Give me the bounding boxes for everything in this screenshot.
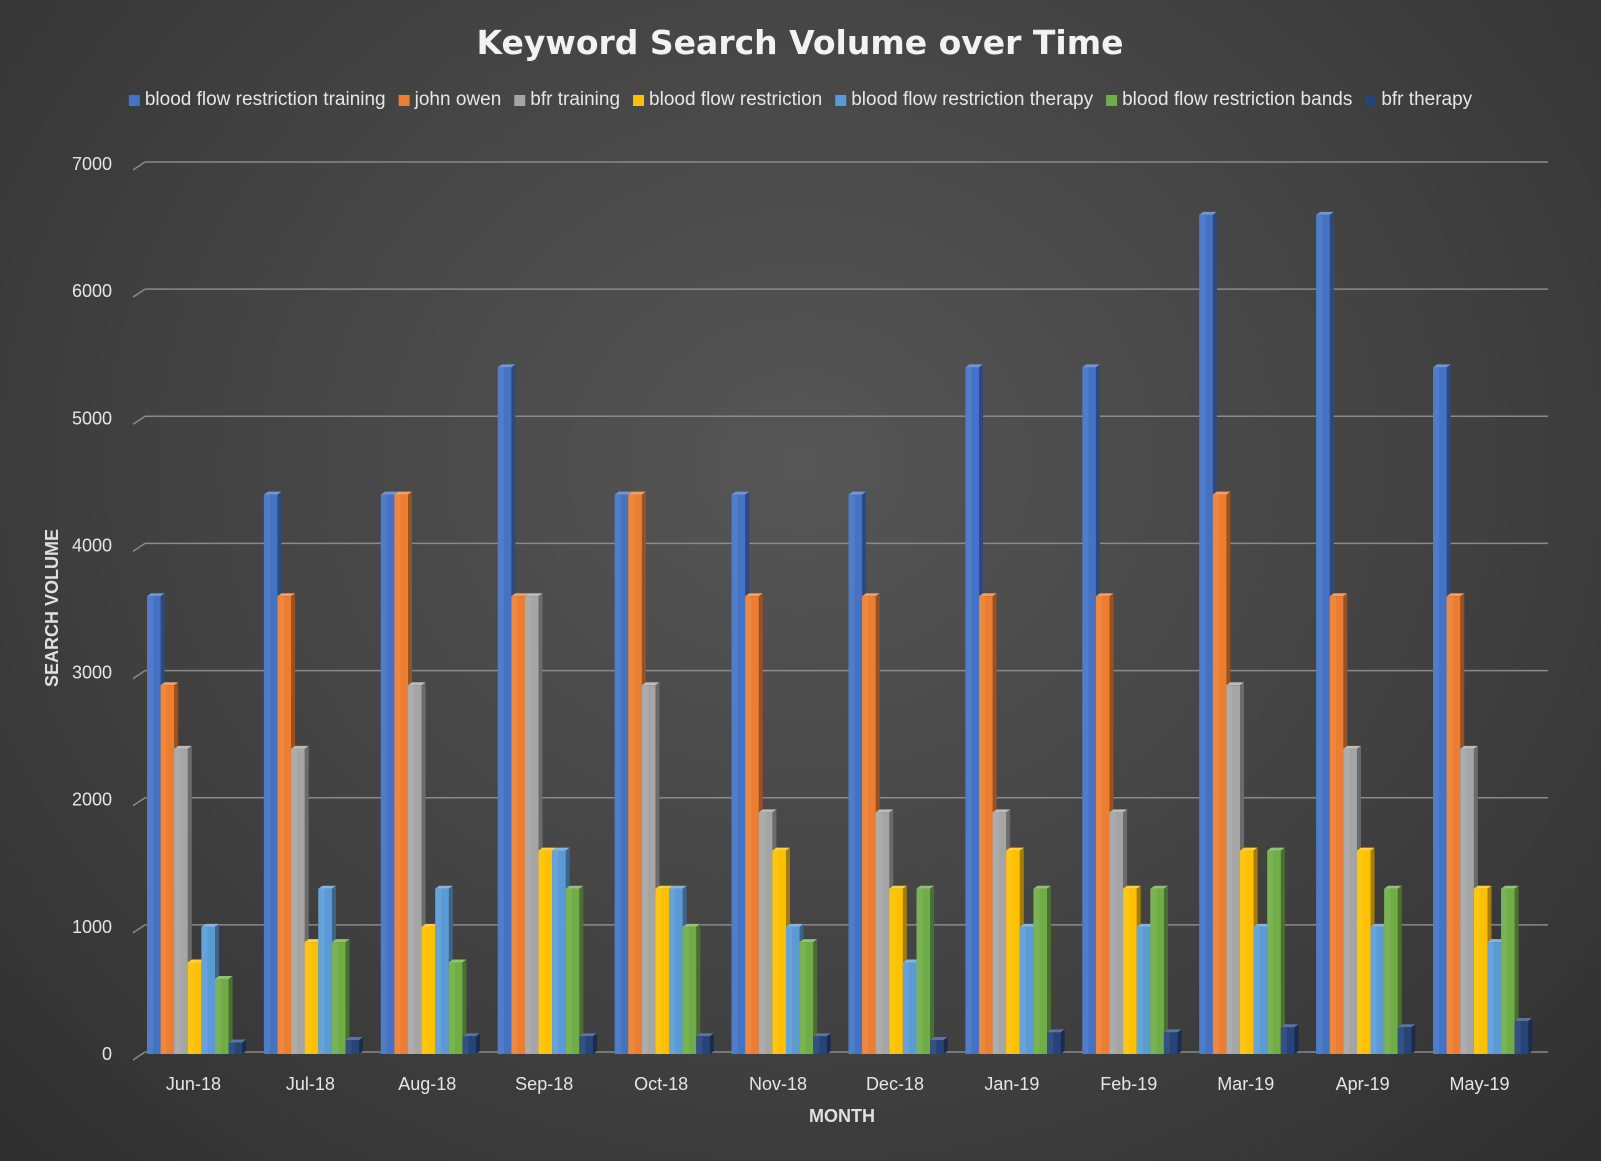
- legend-label-bfr-training: bfr training: [530, 89, 620, 110]
- legend-swatch-blood-flow-restriction-bands: [1106, 95, 1118, 106]
- bar-blood-flow-restriction-bands-oct-18: [682, 923, 701, 1054]
- legend-item-john-owen: john owen: [398, 89, 502, 110]
- bar-bfr-therapy-dec-18: [930, 1037, 948, 1054]
- legend-label-bfr-therapy: bfr therapy: [1381, 89, 1472, 110]
- bar-group-dec-18: [848, 491, 948, 1055]
- bar-group-oct-18: [614, 491, 714, 1055]
- bar-bfr-therapy-jan-19: [1047, 1029, 1065, 1054]
- x-tick-label-mar-19: Mar-19: [1217, 1074, 1274, 1094]
- legend-swatch-blood-flow-restriction-training: [128, 95, 140, 106]
- bar-bfr-therapy-feb-19: [1163, 1029, 1182, 1054]
- bar-bfr-therapy-sep-18: [579, 1033, 597, 1054]
- bar-group-jun-18: [147, 593, 247, 1054]
- x-tick-label-oct-18: Oct-18: [634, 1074, 688, 1094]
- bar-blood-flow-restriction-bands-mar-19: [1267, 847, 1285, 1054]
- legend-item-blood-flow-restriction-bands: blood flow restriction bands: [1106, 89, 1352, 110]
- y-tick-label-7000: 7000: [72, 154, 112, 174]
- x-axis-ticks: Jun-18 Jul-18 Aug-18 Sep-18 Oct-18 Nov-18 Dec-…: [166, 1074, 1510, 1094]
- bar-bfr-therapy-may-19: [1514, 1017, 1533, 1054]
- legend-item-blood-flow-restriction-therapy: blood flow restriction therapy: [835, 89, 1094, 110]
- x-tick-label-jun-18: Jun-18: [166, 1074, 221, 1094]
- gridline-depth-1000: [132, 924, 146, 934]
- y-tick-label-3000: 3000: [72, 663, 112, 683]
- y-axis-title: SEARCH VOLUME: [42, 529, 62, 687]
- y-tick-label-5000: 5000: [72, 408, 112, 428]
- x-tick-label-dec-18: Dec-18: [866, 1074, 924, 1094]
- bar-blood-flow-restriction-bands-may-19: [1501, 885, 1519, 1054]
- legend-swatch-john-owen: [398, 95, 410, 106]
- bar-group-sep-18: [497, 364, 597, 1054]
- legend-label-blood-flow-restriction-training: blood flow restriction training: [145, 89, 386, 110]
- bar-blood-flow-restriction-bands-feb-19: [1150, 885, 1168, 1054]
- y-tick-label-4000: 4000: [72, 535, 112, 555]
- bar-group-feb-19: [1082, 364, 1182, 1054]
- x-axis-title: MONTH: [809, 1106, 875, 1126]
- bar-blood-flow-restriction-bands-apr-19: [1384, 885, 1402, 1054]
- bar-blood-flow-restriction-bands-jun-18: [215, 975, 233, 1054]
- legend-swatch-blood-flow-restriction-therapy: [835, 95, 847, 106]
- bar-group-jul-18: [263, 491, 364, 1055]
- gridline-depth-3000: [132, 669, 146, 680]
- bar-blood-flow-restriction-bands-aug-18: [448, 959, 467, 1054]
- gridline-depth-4000: [132, 542, 146, 553]
- gridlines: [132, 161, 1548, 1061]
- x-tick-label-may-19: May-19: [1450, 1074, 1510, 1094]
- legend-item-bfr-training: bfr training: [514, 89, 620, 110]
- gridline-depth-0: [132, 1051, 146, 1061]
- bar-bfr-therapy-jun-18: [228, 1039, 247, 1054]
- legend: blood flow restriction training john owen…: [128, 89, 1473, 110]
- legend-item-bfr-therapy: bfr therapy: [1365, 89, 1473, 110]
- bar-blood-flow-restriction-bands-jan-19: [1033, 885, 1052, 1054]
- bars: [147, 211, 1533, 1055]
- bar-group-jan-19: [965, 364, 1065, 1054]
- bar-blood-flow-restriction-bands-jul-18: [331, 939, 350, 1054]
- legend-item-blood-flow-restriction: blood flow restriction: [633, 89, 822, 110]
- bar-bfr-therapy-nov-18: [813, 1033, 831, 1054]
- bar-bfr-therapy-jul-18: [345, 1037, 364, 1054]
- x-tick-label-nov-18: Nov-18: [749, 1074, 807, 1094]
- x-tick-label-sep-18: Sep-18: [515, 1074, 573, 1094]
- y-tick-label-2000: 2000: [72, 790, 112, 810]
- y-tick-label-0: 0: [102, 1044, 112, 1064]
- gridline-depth-7000: [132, 161, 146, 171]
- y-tick-label-1000: 1000: [72, 917, 112, 937]
- bar-bfr-therapy-aug-18: [462, 1033, 481, 1054]
- legend-label-blood-flow-restriction: blood flow restriction: [649, 89, 822, 110]
- y-tick-label-6000: 6000: [72, 281, 112, 301]
- bar-blood-flow-restriction-bands-dec-18: [916, 885, 935, 1054]
- x-tick-label-feb-19: Feb-19: [1100, 1074, 1157, 1094]
- legend-label-blood-flow-restriction-therapy: blood flow restriction therapy: [851, 89, 1093, 110]
- bar-bfr-therapy-mar-19: [1280, 1024, 1299, 1054]
- x-tick-label-apr-19: Apr-19: [1336, 1074, 1390, 1094]
- x-tick-label-aug-18: Aug-18: [398, 1074, 456, 1094]
- bar-bfr-training-sep-18: [524, 593, 543, 1054]
- chart-title: Keyword Search Volume over Time: [476, 23, 1123, 62]
- x-tick-label-jul-18: Jul-18: [286, 1074, 335, 1094]
- bar-group-apr-19: [1316, 211, 1416, 1054]
- gridline-depth-6000: [132, 288, 146, 298]
- gridline-depth-2000: [132, 797, 146, 807]
- x-tick-label-jan-19: Jan-19: [984, 1074, 1039, 1094]
- legend-swatch-blood-flow-restriction: [633, 95, 645, 106]
- bar-bfr-therapy-oct-18: [696, 1033, 714, 1054]
- bar-group-nov-18: [731, 491, 831, 1055]
- legend-item-blood-flow-restriction-training: blood flow restriction training: [128, 89, 386, 110]
- legend-label-john-owen: john owen: [414, 89, 502, 110]
- bar-group-mar-19: [1199, 211, 1299, 1055]
- bar-blood-flow-restriction-bands-sep-18: [565, 885, 584, 1054]
- bar-blood-flow-restriction-bands-nov-18: [799, 939, 818, 1054]
- bar-bfr-therapy-apr-19: [1397, 1024, 1416, 1054]
- y-axis-ticks: 0 1000 2000 3000 4000 5000 6000 7000: [72, 154, 112, 1064]
- legend-swatch-bfr-training: [514, 95, 526, 106]
- legend-label-blood-flow-restriction-bands: blood flow restriction bands: [1122, 89, 1352, 110]
- bar-group-may-19: [1433, 364, 1533, 1054]
- gridline-depth-5000: [132, 415, 146, 425]
- bar-group-aug-18: [380, 491, 481, 1055]
- legend-swatch-bfr-therapy: [1365, 95, 1377, 106]
